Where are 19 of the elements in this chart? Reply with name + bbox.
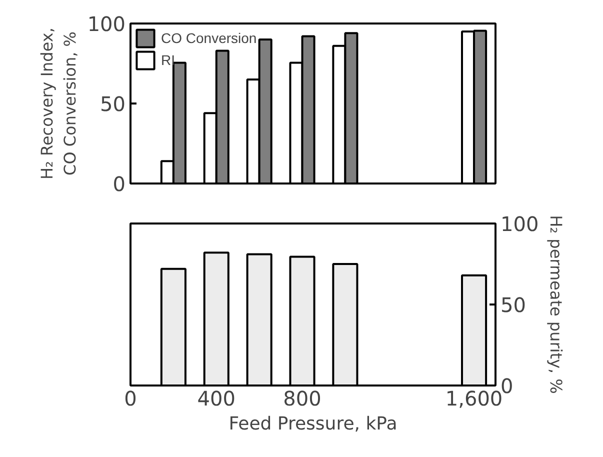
- x-axis-title: Feed Pressure, kPa: [228, 414, 398, 434]
- x-tick-label: 1,600: [445, 386, 503, 410]
- x-tick-label: 800: [283, 386, 322, 410]
- y2-tick-label: 50: [500, 293, 526, 317]
- y-axis-title: H₂ Recovery Index, CO Conversion, %: [38, 28, 80, 180]
- legend-label: CO Conversion: [161, 30, 257, 46]
- bar: [332, 263, 358, 386]
- bar: [160, 268, 186, 386]
- bar: [246, 253, 272, 386]
- y-tick-label: 0: [112, 172, 126, 196]
- bar: [461, 274, 488, 386]
- x-tick-label: 400: [197, 386, 236, 410]
- y-tick-label: 100: [87, 12, 126, 36]
- legend-label: RI: [161, 52, 176, 68]
- bar: [289, 256, 316, 386]
- y2-tick-label: 100: [500, 212, 539, 236]
- y-tick-label: 50: [100, 92, 126, 116]
- bar: [203, 252, 230, 386]
- y2-axis-title: H₂ permeate purity, %: [546, 215, 566, 394]
